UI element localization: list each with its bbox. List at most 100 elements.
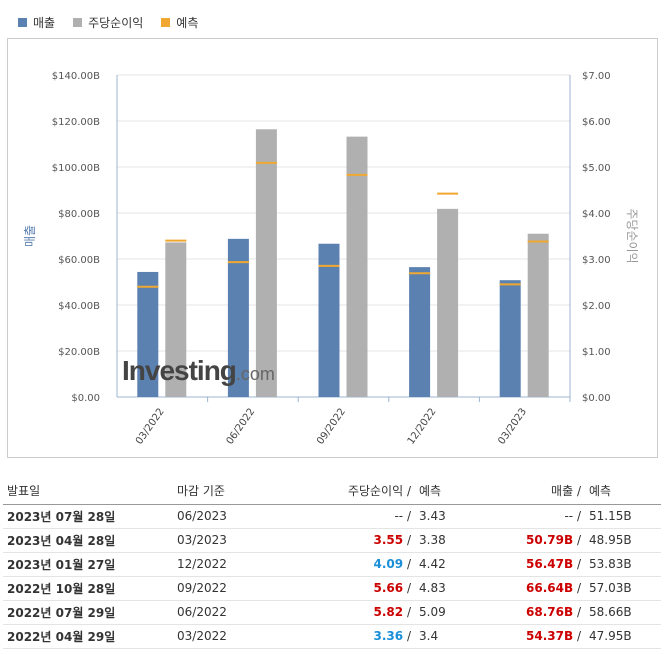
revenue-bar[interactable] bbox=[137, 271, 159, 397]
y-axis-title: 매출 bbox=[23, 225, 37, 247]
table-row: 2022년 10월 28일 09/2022 5.66 /4.83 66.64B /57… bbox=[3, 576, 661, 601]
eps-bar[interactable] bbox=[527, 233, 549, 397]
row-period: 09/2022 bbox=[173, 576, 303, 601]
x-tick-label: 09/2022 bbox=[315, 406, 348, 446]
legend-revenue-swatch bbox=[18, 18, 27, 27]
row-revenue-value: 54.37B bbox=[526, 629, 574, 643]
header-revenue-forecast[interactable]: 예측 bbox=[585, 478, 661, 505]
row-eps-value: 5.66 bbox=[373, 581, 404, 595]
revenue-bar[interactable] bbox=[227, 238, 249, 397]
row-eps-forecast: 3.43 bbox=[415, 504, 485, 529]
row-revenue-forecast: 53.83B bbox=[585, 552, 661, 577]
table-row: 2022년 04월 29일 03/2022 3.36 /3.4 54.37B /47.… bbox=[3, 624, 661, 649]
earnings-table: 발표일 마감 기준 주당순이익 / 예측 매출 / 예측 2023년 07월 2… bbox=[3, 478, 661, 649]
revenue-bar[interactable] bbox=[318, 243, 340, 397]
x-tick-label: 03/2022 bbox=[134, 406, 167, 446]
eps-bar[interactable] bbox=[346, 136, 368, 397]
x-tick-label: 03/2023 bbox=[496, 406, 529, 446]
header-revenue[interactable]: 매출 / bbox=[485, 478, 585, 505]
row-date: 2023년 07월 28일 bbox=[3, 504, 173, 529]
row-date: 2023년 04월 28일 bbox=[3, 528, 173, 553]
row-eps: -- / bbox=[303, 504, 415, 529]
row-revenue-forecast: 51.15B bbox=[585, 504, 661, 529]
row-eps-forecast: 4.83 bbox=[415, 576, 485, 601]
y2-tick-label: $3.00 bbox=[582, 255, 611, 266]
y-tick-label: $140.00B bbox=[52, 71, 100, 82]
row-revenue-value: 68.76B bbox=[526, 605, 574, 619]
y2-tick-label: $0.00 bbox=[582, 393, 611, 404]
y-tick-label: $100.00B bbox=[52, 163, 100, 174]
y2-tick-label: $4.00 bbox=[582, 209, 611, 220]
header-eps-label: 주당순이익 bbox=[347, 484, 404, 499]
legend-revenue-label: 매출 bbox=[33, 16, 56, 30]
row-period: 06/2022 bbox=[173, 600, 303, 625]
table-row: 2023년 04월 28일 03/2023 3.55 /3.38 50.79B /48… bbox=[3, 528, 661, 553]
revenue-bar[interactable] bbox=[499, 280, 521, 397]
row-revenue: -- / bbox=[485, 504, 585, 529]
logo-main: Investing bbox=[122, 355, 237, 386]
row-revenue-value: -- bbox=[564, 509, 574, 523]
legend-revenue[interactable]: 매출 bbox=[18, 14, 55, 31]
row-eps: 5.66 / bbox=[303, 576, 415, 601]
row-revenue-value: 66.64B bbox=[526, 581, 574, 595]
x-tick-label: 12/2022 bbox=[406, 406, 439, 446]
y-tick-label: $60.00B bbox=[58, 255, 100, 266]
row-revenue-forecast: 47.95B bbox=[585, 624, 661, 649]
legend-eps-swatch bbox=[73, 18, 83, 27]
legend-eps[interactable]: 주당순이익 bbox=[73, 14, 143, 31]
table-row: 2022년 07월 29일 06/2022 5.82 /5.09 68.76B /58… bbox=[3, 600, 661, 625]
legend-forecast-swatch bbox=[161, 18, 171, 27]
row-date: 2022년 04월 29일 bbox=[3, 624, 173, 649]
y2-tick-label: $6.00 bbox=[582, 117, 611, 128]
x-tick-label: 06/2022 bbox=[225, 406, 258, 446]
revenue-bar[interactable] bbox=[409, 267, 431, 397]
y-tick-label: $40.00B bbox=[58, 301, 100, 312]
header-revenue-label: 매출 bbox=[551, 484, 574, 499]
row-period: 12/2022 bbox=[173, 552, 303, 577]
y-tick-label: $120.00B bbox=[52, 117, 100, 128]
row-eps: 3.55 / bbox=[303, 528, 415, 553]
eps-bar[interactable] bbox=[437, 208, 459, 397]
header-date[interactable]: 발표일 bbox=[3, 478, 173, 505]
row-revenue: 50.79B / bbox=[485, 528, 585, 553]
row-period: 03/2022 bbox=[173, 624, 303, 649]
legend-eps-label: 주당순이익 bbox=[88, 16, 144, 30]
row-eps-value: 3.36 bbox=[373, 629, 404, 643]
eps-bar[interactable] bbox=[165, 242, 187, 397]
chart-legend: 매출 주당순이익 예측 bbox=[18, 14, 198, 31]
row-revenue-forecast: 48.95B bbox=[585, 528, 661, 553]
row-revenue: 68.76B / bbox=[485, 600, 585, 625]
table-row: 2023년 01월 27일 12/2022 4.09 /4.42 56.47B /53… bbox=[3, 552, 661, 577]
row-eps-value: -- bbox=[394, 509, 404, 523]
row-revenue-forecast: 58.66B bbox=[585, 600, 661, 625]
header-eps-forecast[interactable]: 예측 bbox=[415, 478, 485, 505]
investing-logo: Investing.com bbox=[122, 355, 275, 387]
legend-forecast-label: 예측 bbox=[176, 16, 199, 30]
row-eps-value: 4.09 bbox=[373, 557, 404, 571]
row-eps-value: 5.82 bbox=[373, 605, 404, 619]
header-period[interactable]: 마감 기준 bbox=[173, 478, 303, 505]
row-eps-value: 3.55 bbox=[373, 533, 404, 547]
row-period: 06/2023 bbox=[173, 504, 303, 529]
row-eps: 3.36 / bbox=[303, 624, 415, 649]
y2-tick-label: $5.00 bbox=[582, 163, 611, 174]
chart-container: $0.00 $20.00B $40.00B $60.00B $80.00B $100.00… bbox=[7, 38, 658, 458]
legend-forecast[interactable]: 예측 bbox=[161, 14, 198, 31]
row-date: 2022년 10월 28일 bbox=[3, 576, 173, 601]
row-period: 03/2023 bbox=[173, 528, 303, 553]
y2-tick-label: $7.00 bbox=[582, 71, 611, 82]
row-eps-forecast: 4.42 bbox=[415, 552, 485, 577]
row-eps-forecast: 5.09 bbox=[415, 600, 485, 625]
row-eps-forecast: 3.38 bbox=[415, 528, 485, 553]
header-eps[interactable]: 주당순이익 / bbox=[303, 478, 415, 505]
table-header-row: 발표일 마감 기준 주당순이익 / 예측 매출 / 예측 bbox=[3, 478, 661, 505]
table-row: 2023년 07월 28일 06/2023 -- /3.43 -- /51.15B bbox=[3, 504, 661, 529]
eps-bar[interactable] bbox=[255, 129, 277, 397]
row-revenue-value: 50.79B bbox=[526, 533, 574, 547]
y2-tick-label: $1.00 bbox=[582, 347, 611, 358]
y-tick-label: $20.00B bbox=[58, 347, 100, 358]
row-eps-forecast: 3.4 bbox=[415, 624, 485, 649]
y2-tick-label: $2.00 bbox=[582, 301, 611, 312]
row-date: 2022년 07월 29일 bbox=[3, 600, 173, 625]
row-revenue: 56.47B / bbox=[485, 552, 585, 577]
